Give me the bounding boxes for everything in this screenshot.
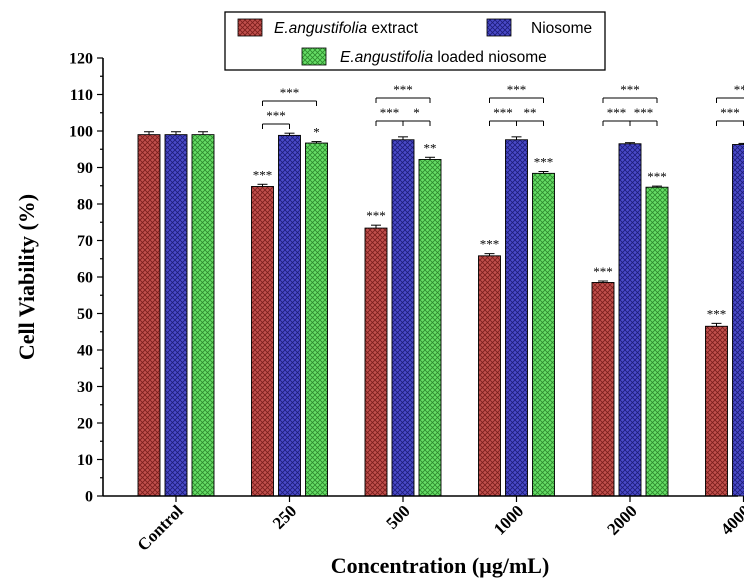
legend-swatch-loaded-niosome [301, 47, 327, 66]
bar-extract-500 [364, 227, 388, 497]
y-tick-label-60: 60 [77, 270, 93, 287]
y-tick-label-100: 100 [69, 124, 93, 141]
bar-niosome-1000 [505, 139, 528, 497]
bar-niosome-250 [278, 134, 301, 497]
comparison-extract-vs-niosome-label: *** [493, 105, 513, 120]
x-tick-label-2000: 2000 [603, 501, 640, 538]
legend-box [224, 11, 606, 71]
comparison-extract-vs-loaded-label: *** [620, 82, 640, 97]
bar-extract-2000 [591, 282, 615, 497]
bar-loaded-niosome-Control [191, 134, 215, 497]
bar-extract-Control [137, 134, 161, 497]
sig-label: ** [424, 140, 437, 155]
y-tick-label-70: 70 [77, 233, 93, 250]
comparison-extract-vs-niosome-label: *** [266, 108, 286, 123]
bar-loaded-niosome-1000 [532, 172, 555, 497]
comparison-niosome-vs-loaded-label: * [413, 105, 420, 120]
y-tick-label-50: 50 [77, 306, 93, 323]
sig-label: *** [534, 155, 554, 170]
legend-label-extract: E.angustifolia extract [274, 20, 419, 37]
sig-label: *** [593, 264, 613, 279]
x-tick-label-250: 250 [269, 501, 300, 532]
bar-niosome-500 [391, 139, 415, 497]
comparison-extract-vs-loaded-label: *** [280, 85, 300, 100]
sig-label: *** [647, 169, 667, 184]
y-tick-label-110: 110 [70, 87, 93, 104]
bar-extract-250 [251, 186, 274, 497]
legend-label-niosome: Niosome [531, 20, 592, 37]
bar-loaded-niosome-2000 [645, 186, 669, 497]
x-tick-label-500: 500 [382, 501, 413, 532]
bar-niosome-Control [164, 134, 188, 497]
y-tick-label-20: 20 [77, 416, 93, 433]
legend-swatch-extract [237, 18, 263, 37]
y-axis-title: Cell Viability (%) [14, 194, 39, 360]
x-tick-label-1000: 1000 [490, 501, 527, 538]
bar-extract-1000 [478, 255, 501, 497]
bar-extract-4000 [705, 325, 728, 497]
x-tick-label-4000: 4000 [717, 501, 744, 538]
x-axis-title: Concentration (µg/mL) [331, 553, 550, 578]
y-tick-label-10: 10 [77, 452, 93, 469]
comparison-niosome-vs-loaded-label: *** [634, 105, 654, 120]
bar-loaded-niosome-500 [418, 159, 442, 497]
bar-niosome-2000 [618, 143, 642, 497]
comparison-extract-vs-niosome-label: *** [607, 105, 627, 120]
sig-label: *** [253, 167, 273, 182]
comparison-extract-vs-niosome-label: *** [380, 105, 400, 120]
comparison-extract-vs-niosome-label: *** [720, 105, 740, 120]
y-tick-label-80: 80 [77, 197, 93, 214]
y-tick-label-30: 30 [77, 379, 93, 396]
legend-label-loaded-niosome: E.angustifolia loaded niosome [340, 49, 547, 66]
y-tick-label-120: 120 [69, 51, 93, 68]
sig-label: *** [480, 237, 500, 252]
sig-label: *** [366, 208, 386, 223]
comparison-extract-vs-loaded-label: *** [734, 82, 744, 97]
y-tick-label-40: 40 [77, 343, 93, 360]
sig-label: * [313, 125, 320, 140]
bar-loaded-niosome-250 [305, 142, 328, 497]
legend-swatch-niosome [486, 18, 512, 37]
x-tick-label-Control: Control [134, 501, 187, 554]
y-tick-label-0: 0 [85, 489, 93, 506]
legend: E.angustifolia extract Niosome E.angusti… [224, 11, 606, 71]
bar-niosome-4000 [732, 144, 744, 497]
comparison-niosome-vs-loaded-label: ** [524, 105, 537, 120]
comparison-extract-vs-loaded-label: *** [393, 82, 413, 97]
sig-label: *** [707, 306, 727, 321]
comparison-extract-vs-loaded-label: *** [507, 82, 527, 97]
y-tick-label-90: 90 [77, 160, 93, 177]
